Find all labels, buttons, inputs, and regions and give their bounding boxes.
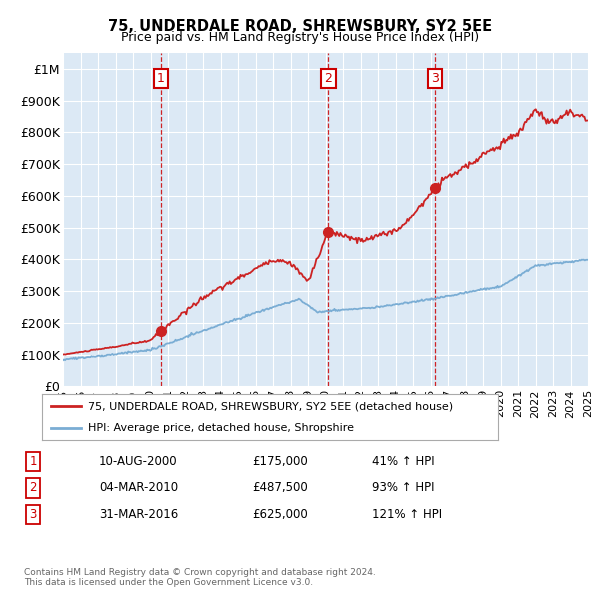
Text: 121% ↑ HPI: 121% ↑ HPI [372, 508, 442, 521]
Text: 3: 3 [431, 72, 439, 85]
Text: 1: 1 [157, 72, 165, 85]
Text: 93% ↑ HPI: 93% ↑ HPI [372, 481, 434, 494]
Text: 04-MAR-2010: 04-MAR-2010 [99, 481, 178, 494]
Text: Price paid vs. HM Land Registry's House Price Index (HPI): Price paid vs. HM Land Registry's House … [121, 31, 479, 44]
Text: 1: 1 [29, 455, 37, 468]
Text: 41% ↑ HPI: 41% ↑ HPI [372, 455, 434, 468]
Text: 75, UNDERDALE ROAD, SHREWSBURY, SY2 5EE (detached house): 75, UNDERDALE ROAD, SHREWSBURY, SY2 5EE … [88, 401, 453, 411]
Text: 31-MAR-2016: 31-MAR-2016 [99, 508, 178, 521]
Text: Contains HM Land Registry data © Crown copyright and database right 2024.
This d: Contains HM Land Registry data © Crown c… [24, 568, 376, 587]
Text: HPI: Average price, detached house, Shropshire: HPI: Average price, detached house, Shro… [88, 423, 353, 433]
Text: £625,000: £625,000 [252, 508, 308, 521]
Text: 2: 2 [29, 481, 37, 494]
Text: 3: 3 [29, 508, 37, 521]
Text: 2: 2 [325, 72, 332, 85]
Text: 10-AUG-2000: 10-AUG-2000 [99, 455, 178, 468]
Text: 75, UNDERDALE ROAD, SHREWSBURY, SY2 5EE: 75, UNDERDALE ROAD, SHREWSBURY, SY2 5EE [108, 19, 492, 34]
Text: £487,500: £487,500 [252, 481, 308, 494]
Text: £175,000: £175,000 [252, 455, 308, 468]
